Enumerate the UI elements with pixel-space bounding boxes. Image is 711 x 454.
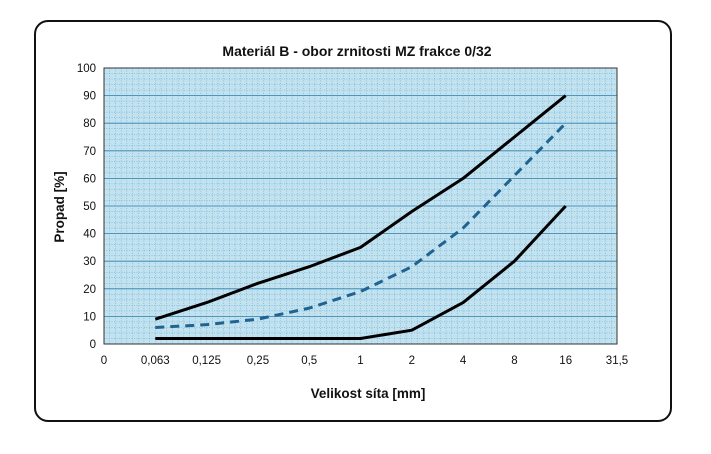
x-tick-label: 2 (409, 355, 415, 367)
x-tick-label: 31,5 (606, 355, 628, 367)
y-tick-label: 70 (83, 146, 96, 158)
x-tick-label: 0 (101, 355, 107, 367)
x-tick-label: 4 (460, 355, 467, 367)
series-lines (154, 94, 567, 340)
y-tick-label: 50 (83, 201, 96, 213)
chart-title: Materiál B - obor zrnitosti MZ frakce 0/… (222, 43, 491, 59)
plot-area (103, 67, 618, 345)
x-tick-label: 0,25 (247, 355, 269, 367)
y-tick-label: 0 (90, 339, 96, 351)
y-tick-label: 80 (83, 118, 96, 130)
y-tick-label: 60 (83, 173, 96, 185)
x-tick-label: 8 (511, 355, 517, 367)
plot-border (103, 67, 618, 345)
x-tick-label: 1 (357, 355, 363, 367)
y-tick-label: 40 (83, 229, 96, 241)
y-tick-label: 90 (83, 91, 96, 103)
x-tick-label: 0,063 (141, 355, 170, 367)
x-tick-label: 0,125 (192, 355, 221, 367)
x-tick-label: 0,5 (301, 355, 317, 367)
y-axis-label: Propad [%] (52, 171, 67, 242)
axis-ticks: 0 10 20 30 40 50 60 70 80 90 100 0 0,063 0,125 0,25 0,5… (77, 63, 628, 367)
y-tick-label: 20 (83, 284, 96, 296)
y-tick-label: 10 (83, 311, 96, 323)
x-axis-label: Velikost síta [mm] (311, 386, 426, 401)
series-line-2 (155, 122, 567, 329)
y-tick-label: 30 (83, 256, 96, 268)
y-tick-label: 100 (77, 63, 96, 75)
x-tick-label: 16 (559, 355, 572, 367)
